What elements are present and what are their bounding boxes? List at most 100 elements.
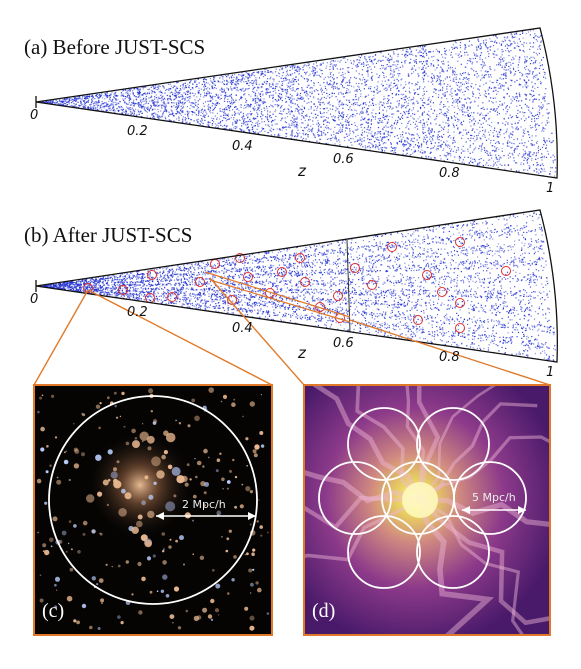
galaxy-point bbox=[173, 105, 175, 107]
galaxy-point bbox=[541, 108, 543, 110]
galaxy-point bbox=[178, 104, 180, 106]
galaxy-point bbox=[260, 70, 262, 73]
galaxy-point bbox=[477, 38, 479, 40]
galaxy-point bbox=[393, 69, 395, 71]
galaxy-point bbox=[439, 103, 441, 106]
galaxy-point bbox=[330, 138, 332, 140]
galaxy-point bbox=[391, 131, 393, 134]
galaxy-point bbox=[249, 113, 251, 115]
galaxy-point bbox=[476, 137, 478, 139]
galaxy-point bbox=[120, 109, 122, 111]
galaxy-point bbox=[536, 36, 539, 38]
galaxy-point bbox=[137, 96, 139, 98]
galaxy-point bbox=[522, 149, 524, 151]
galaxy-point bbox=[526, 76, 529, 78]
galaxy-point bbox=[201, 121, 203, 123]
galaxy-point bbox=[264, 130, 266, 132]
galaxy-point bbox=[122, 93, 124, 95]
galaxy-point bbox=[431, 77, 433, 79]
galaxy-point bbox=[111, 91, 113, 93]
galaxy-point bbox=[234, 111, 236, 113]
galaxy-point bbox=[480, 123, 482, 125]
galaxy-point bbox=[446, 151, 448, 154]
galaxy-point bbox=[470, 134, 472, 136]
galaxy-point bbox=[492, 165, 494, 168]
galaxy-point bbox=[304, 127, 306, 129]
galaxy-point bbox=[296, 108, 298, 110]
galaxy-point bbox=[139, 96, 141, 98]
galaxy-point bbox=[464, 111, 466, 113]
galaxy-point bbox=[469, 60, 471, 62]
galaxy-point bbox=[385, 130, 387, 132]
galaxy-point bbox=[277, 98, 280, 100]
galaxy-point bbox=[396, 88, 398, 90]
galaxy-point bbox=[458, 155, 460, 158]
galaxy-point bbox=[432, 135, 434, 137]
galaxy-point bbox=[361, 138, 363, 140]
galaxy-point bbox=[135, 96, 137, 98]
galaxy-point bbox=[510, 168, 512, 170]
galaxy-point bbox=[380, 60, 382, 62]
galaxy-point bbox=[114, 92, 116, 94]
galaxy-point bbox=[367, 64, 369, 66]
galaxy-point bbox=[151, 96, 153, 98]
galaxy-point bbox=[423, 136, 425, 138]
galaxy-point bbox=[501, 66, 503, 69]
galaxy-point bbox=[246, 103, 248, 105]
galaxy-point bbox=[527, 73, 529, 75]
galaxy-point bbox=[74, 103, 76, 105]
galaxy-point bbox=[307, 79, 310, 81]
galaxy-point bbox=[207, 125, 209, 127]
galaxy-point bbox=[169, 96, 171, 98]
galaxy-point bbox=[428, 128, 430, 130]
galaxy-point bbox=[410, 115, 412, 117]
galaxy-point bbox=[269, 86, 271, 88]
galaxy-point bbox=[276, 123, 278, 125]
galaxy-point bbox=[408, 87, 410, 89]
galaxy-point bbox=[343, 103, 345, 105]
galaxy-point bbox=[374, 134, 376, 136]
galaxy-point bbox=[182, 118, 184, 120]
galaxy-point bbox=[498, 64, 500, 66]
galaxy-point bbox=[516, 105, 518, 107]
galaxy-point bbox=[319, 102, 321, 104]
galaxy-point bbox=[302, 76, 304, 78]
galaxy-point bbox=[413, 96, 415, 98]
galaxy-point bbox=[380, 121, 382, 123]
galaxy-point bbox=[439, 113, 441, 115]
galaxy-point bbox=[531, 159, 533, 161]
galaxy-point bbox=[442, 113, 444, 115]
galaxy-point bbox=[503, 59, 505, 62]
galaxy-point bbox=[156, 103, 158, 105]
galaxy-point bbox=[409, 53, 411, 56]
galaxy-point bbox=[426, 104, 428, 106]
galaxy-point bbox=[495, 54, 497, 56]
galaxy-point bbox=[375, 113, 377, 115]
galaxy-point bbox=[239, 88, 241, 91]
galaxy-point bbox=[164, 108, 166, 110]
galaxy-point bbox=[542, 96, 544, 98]
galaxy-point bbox=[300, 126, 302, 128]
galaxy-point bbox=[241, 116, 243, 118]
galaxy-point bbox=[334, 60, 336, 62]
galaxy-point bbox=[250, 120, 252, 122]
galaxy-point bbox=[474, 54, 476, 56]
galaxy-point bbox=[462, 150, 464, 152]
galaxy-point bbox=[472, 137, 474, 140]
galaxy-point bbox=[334, 87, 337, 89]
galaxy-point bbox=[482, 135, 484, 137]
galaxy-point bbox=[150, 107, 152, 109]
galaxy-point bbox=[167, 98, 169, 100]
galaxy-point bbox=[243, 90, 245, 92]
galaxy-point bbox=[132, 103, 134, 105]
galaxy-point bbox=[214, 115, 216, 117]
galaxy-point bbox=[127, 107, 129, 109]
galaxy-point bbox=[369, 56, 371, 58]
galaxy-point bbox=[441, 136, 443, 138]
galaxy-point bbox=[331, 92, 333, 94]
galaxy-point bbox=[461, 161, 463, 163]
galaxy-point bbox=[296, 99, 298, 101]
galaxy-point bbox=[419, 86, 421, 88]
galaxy-point bbox=[247, 77, 249, 79]
galaxy-point bbox=[449, 153, 452, 155]
